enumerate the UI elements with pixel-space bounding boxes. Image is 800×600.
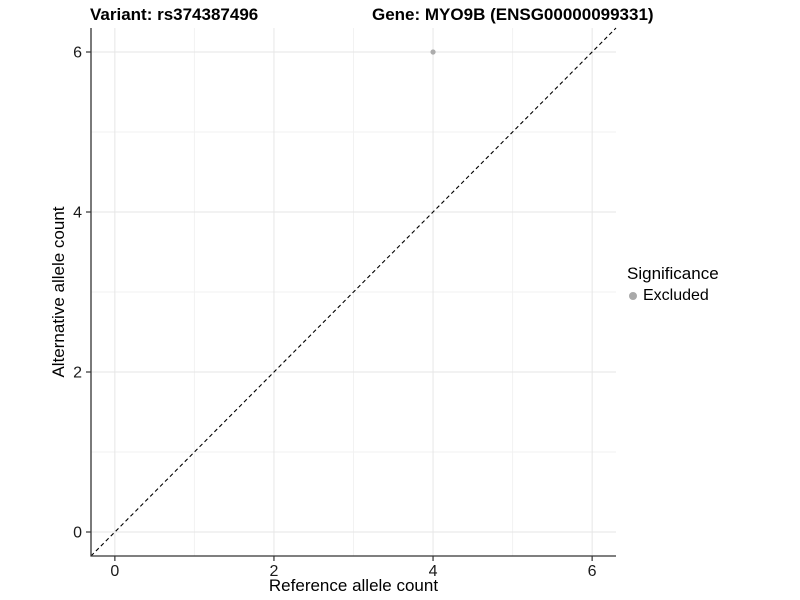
legend-item-excluded: Excluded bbox=[627, 287, 719, 305]
identity-line bbox=[90, 27, 617, 557]
excluded-point-swatch-icon bbox=[629, 292, 637, 300]
data-point bbox=[430, 49, 436, 55]
x-tick-label: 6 bbox=[588, 563, 597, 580]
legend: Significance Excluded bbox=[627, 264, 719, 305]
y-tick-label: 6 bbox=[73, 45, 82, 62]
x-axis-title: Reference allele count bbox=[268, 576, 439, 595]
y-tick-label: 0 bbox=[73, 525, 82, 542]
y-tick-label: 4 bbox=[73, 205, 82, 222]
legend-item-label: Excluded bbox=[643, 287, 709, 304]
legend-title: Significance bbox=[627, 264, 719, 283]
gene-title: Gene: MYO9B (ENSG00000099331) bbox=[372, 5, 654, 24]
x-tick-label: 0 bbox=[110, 563, 119, 580]
x-tick-label: 4 bbox=[429, 563, 438, 580]
y-axis-title: Alternative allele count bbox=[49, 206, 68, 378]
y-tick-label: 2 bbox=[73, 365, 82, 382]
variant-title: Variant: rs374387496 bbox=[90, 5, 259, 24]
x-tick-label: 2 bbox=[270, 563, 279, 580]
